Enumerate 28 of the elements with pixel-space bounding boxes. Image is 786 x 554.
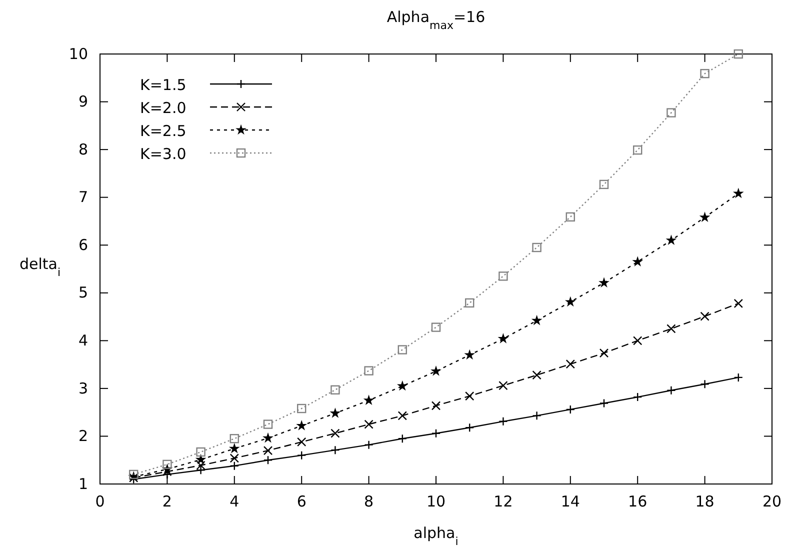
y-tick-label: 4 — [78, 331, 88, 350]
y-tick-label: 8 — [78, 140, 88, 158]
x-axis-title: alpha$_{i}$ — [414, 524, 458, 548]
y-tick-label: 2 — [78, 427, 88, 446]
x-tick-label: 16 — [628, 492, 648, 511]
y-tick-label: 10 — [68, 44, 88, 63]
y-tick-label: 5 — [78, 284, 88, 302]
x-tick-label: 8 — [364, 492, 374, 511]
y-tick-label: 3 — [78, 379, 88, 398]
x-tick-label: 6 — [296, 492, 306, 511]
legend-label: K=2.0 — [140, 99, 186, 117]
x-tick-label: 12 — [494, 492, 513, 511]
x-tick-label: 0 — [95, 492, 105, 511]
y-tick-label: 7 — [78, 188, 88, 206]
x-tick-label: 4 — [230, 492, 240, 511]
x-tick-label: 14 — [560, 492, 580, 511]
chart-title: Alpha$_{max}$=16 — [386, 8, 486, 32]
x-tick-label: 20 — [762, 492, 782, 511]
x-tick-label: 18 — [695, 492, 714, 511]
y-tick-label: 1 — [78, 474, 88, 493]
y-tick-label: 9 — [78, 92, 88, 111]
x-tick-label: 10 — [426, 492, 446, 511]
legend-label: K=1.5 — [140, 76, 186, 94]
legend-label: K=3.0 — [140, 145, 186, 163]
legend-label: K=2.5 — [140, 122, 186, 140]
y-tick-label: 6 — [78, 236, 88, 254]
x-tick-label: 2 — [162, 492, 172, 511]
y-axis-title: delta$_{i}$ — [19, 255, 61, 278]
